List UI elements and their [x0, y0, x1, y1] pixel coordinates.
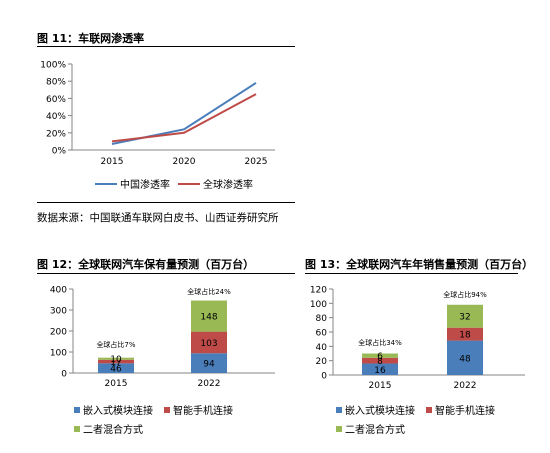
legend-label: 二者混合方式 — [345, 423, 405, 436]
y-tick-label: 0 — [321, 372, 327, 382]
bar-segment — [191, 331, 227, 354]
series-line-1 — [111, 93, 257, 143]
bar-value-label: 16 — [374, 366, 386, 376]
legend-label: 智能手机连接 — [435, 404, 495, 417]
bar-segment — [191, 353, 227, 373]
legend-label: 中国渗透率 — [120, 178, 170, 191]
bar-value-label: 46 — [110, 365, 122, 375]
figure-11-caption: 车联网渗透率 — [78, 32, 145, 45]
figure-13-rule-top — [305, 273, 518, 274]
y-tick-label: 60 — [316, 329, 328, 339]
y-tick-label: 100 — [50, 349, 67, 359]
y-tick-label: 40% — [46, 112, 66, 122]
figure-11-title: 图 11：车联网渗透率 — [37, 30, 144, 46]
figure-12-rule-top — [37, 273, 295, 274]
y-tick-label: 40 — [316, 343, 328, 353]
x-tick-label: 2015 — [101, 157, 124, 167]
figure-13-label: 图 13： — [305, 258, 347, 271]
figure-12-title: 图 12：全球联网汽车保有量预测（百万台） — [37, 256, 254, 272]
figure-11-rule-bottom — [37, 202, 295, 203]
y-tick-label: 0 — [61, 370, 67, 380]
bar-segment — [98, 357, 134, 360]
bar-segment — [362, 363, 398, 375]
y-tick-label: 400 — [50, 286, 67, 296]
x-tick-label: 2015 — [105, 379, 128, 389]
legend-label: 嵌入式模块连接 — [83, 404, 153, 417]
bar-value-label: 148 — [200, 313, 217, 323]
legend-label: 嵌入式模块连接 — [345, 404, 415, 417]
bar-value-label: 103 — [200, 339, 217, 349]
bar-segment — [191, 300, 227, 332]
legend-swatch — [426, 407, 432, 413]
y-tick-label: 20% — [46, 129, 66, 139]
x-tick-label: 2015 — [369, 381, 392, 391]
y-tick-label: 100% — [40, 61, 66, 71]
legend-swatch — [336, 407, 342, 413]
bar-segment — [362, 353, 398, 358]
bar-value-label: 18 — [459, 331, 471, 341]
legend-swatch — [164, 407, 170, 413]
figure-13-caption: 全球联网汽车年销售量预测（百万台） — [346, 258, 534, 271]
y-tick-label: 0% — [52, 147, 67, 157]
bar-value-label: 6 — [377, 352, 383, 362]
bar-segment — [98, 359, 134, 364]
x-tick-label: 2020 — [173, 157, 196, 167]
y-tick-label: 300 — [50, 307, 67, 317]
x-tick-label: 2022 — [454, 381, 477, 391]
x-tick-label: 2025 — [245, 157, 268, 167]
legend-label: 二者混合方式 — [83, 423, 143, 436]
bar-segment — [98, 363, 134, 373]
figure-11-label: 图 11： — [37, 32, 79, 45]
x-tick-label: 2022 — [198, 379, 221, 389]
bar-value-label: 94 — [203, 360, 215, 370]
bar-segment — [447, 340, 483, 375]
legend-swatch — [74, 426, 80, 432]
bar-value-label: 48 — [459, 354, 471, 364]
share-annotation: 全球占比7% — [96, 340, 135, 349]
legend-swatch — [74, 407, 80, 413]
data-source: 数据来源：中国联通车联网白皮书、山西证券研究所 — [37, 212, 279, 224]
y-tick-label: 80 — [316, 314, 328, 324]
y-tick-label: 80% — [46, 78, 66, 88]
y-tick-label: 60% — [46, 95, 66, 105]
figure-13-title: 图 13：全球联网汽车年销售量预测（百万台） — [305, 256, 533, 272]
legend-label: 全球渗透率 — [203, 178, 253, 191]
bar-segment — [447, 304, 483, 328]
bar-segment — [362, 357, 398, 364]
legend-label: 智能手机连接 — [173, 404, 233, 417]
share-annotation: 全球占比94% — [443, 290, 487, 299]
y-tick-label: 120 — [310, 286, 327, 296]
y-tick-label: 20 — [316, 357, 328, 367]
bar-segment — [447, 327, 483, 341]
bar-value-label: 10 — [110, 355, 122, 365]
bar-value-label: 17 — [110, 358, 121, 368]
figure-12-caption: 全球联网汽车保有量预测（百万台） — [78, 258, 255, 271]
figure-11-rule-top — [37, 46, 295, 47]
bar-value-label: 8 — [377, 357, 383, 367]
y-tick-label: 200 — [50, 328, 67, 338]
legend-swatch — [336, 426, 342, 432]
share-annotation: 全球占比34% — [358, 338, 402, 347]
y-tick-label: 100 — [310, 300, 327, 310]
bar-value-label: 32 — [459, 313, 470, 323]
share-annotation: 全球占比24% — [187, 287, 231, 296]
figure-12-label: 图 12： — [37, 258, 79, 271]
